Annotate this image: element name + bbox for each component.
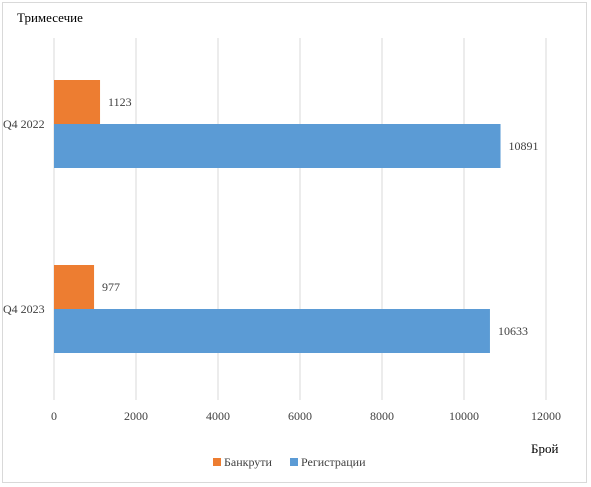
category-label: Q4 2022: [3, 117, 45, 131]
x-tick-label: 0: [51, 409, 57, 423]
data-label: 977: [102, 280, 120, 294]
data-label: 10633: [498, 324, 528, 338]
legend-swatch: [213, 458, 221, 466]
data-labels: 1123 10891 977 10633: [102, 95, 538, 338]
data-label: 10891: [509, 139, 539, 153]
x-tick-label: 4000: [206, 409, 230, 423]
x-tick-label: 10000: [449, 409, 479, 423]
bars: [54, 80, 501, 353]
bar-bankruptcies: [54, 265, 95, 309]
legend-label: Регистрации: [301, 455, 366, 469]
data-label: 1123: [108, 95, 132, 109]
x-tick-label: 6000: [288, 409, 312, 423]
x-axis-title: Брой: [531, 441, 558, 456]
bar-registrations: [54, 309, 490, 353]
category-label: Q4 2023: [3, 302, 45, 316]
bar-registrations: [54, 124, 501, 168]
bar-bankruptcies: [54, 80, 101, 124]
x-tick-label: 2000: [124, 409, 148, 423]
x-tick-label: 8000: [370, 409, 394, 423]
legend: Банкрути Регистрации: [213, 455, 366, 469]
legend-label: Банкрути: [224, 455, 273, 469]
y-axis-title: Тримесечие: [17, 10, 83, 25]
x-tick-label: 12000: [531, 409, 561, 423]
legend-swatch: [290, 458, 298, 466]
y-axis-categories: Q4 2022 Q4 2023: [3, 117, 45, 316]
x-axis-ticks: 0 2000 4000 6000 8000 10000 12000: [51, 409, 561, 423]
